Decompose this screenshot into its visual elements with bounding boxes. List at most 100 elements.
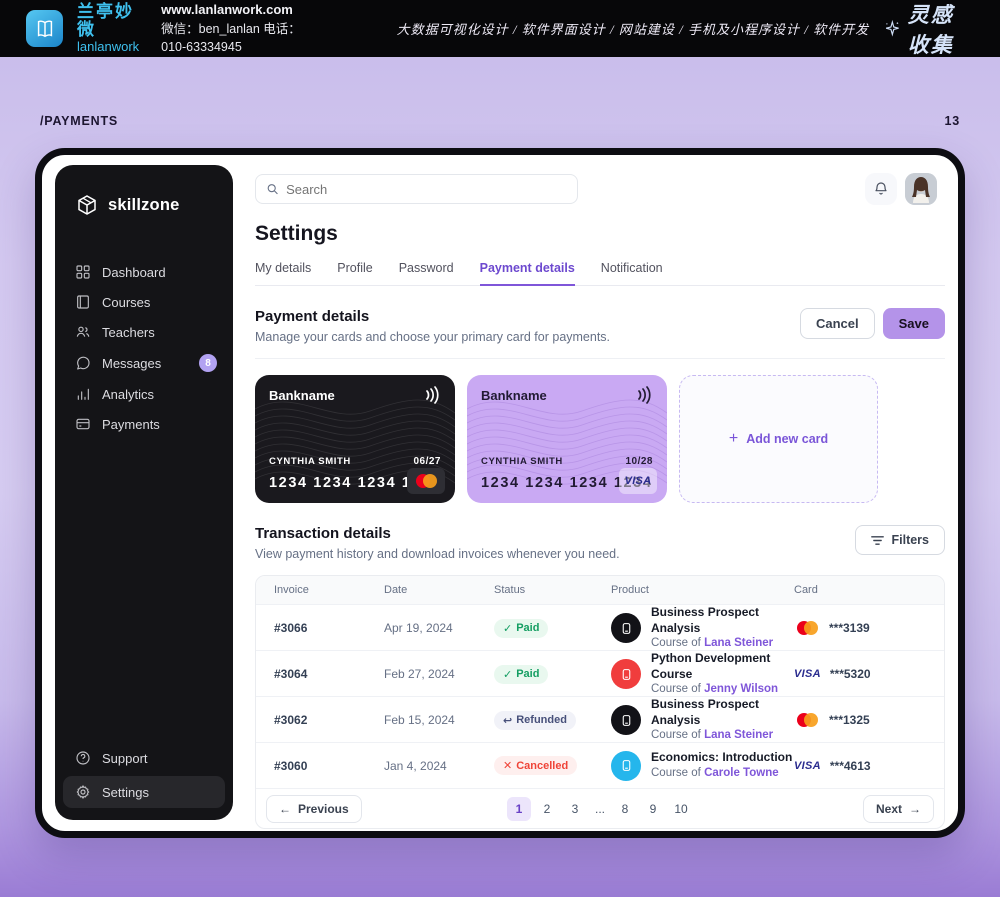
card-number: 1234 1234 1234 1234 (481, 475, 653, 491)
teacher-link[interactable]: Lana Steiner (704, 729, 774, 742)
arrow-right-icon: → (909, 801, 921, 816)
page-number-2[interactable]: 2 (543, 801, 551, 816)
course-book-icon (611, 750, 641, 781)
table-row[interactable]: #3060 Jan 4, 2024 ✕ Cancelled Economics: Int… (256, 742, 944, 788)
book-icon (37, 20, 52, 37)
mastercard-icon (797, 621, 818, 636)
invoice-cell: #3064 (274, 667, 308, 682)
product-course-of: Course of Carole Towne (651, 766, 779, 779)
status-badge: ↩ Refunded (494, 710, 576, 730)
sidebar-item-analytics[interactable]: Analytics (55, 379, 233, 409)
transactions-table: Invoice Date Status Product Card #3066 Apr 19… (255, 575, 945, 829)
sidebar-item-dashboard[interactable]: Dashboard (55, 257, 233, 287)
transaction-details-header: Transaction details View payment history… (255, 525, 945, 561)
tab-password[interactable]: Password (398, 261, 454, 275)
payment-details-title: Payment details (255, 308, 370, 325)
page-number-10[interactable]: 10 (674, 801, 688, 816)
product-name: Economics: Introduction (651, 750, 793, 765)
tab-profile[interactable]: Profile (337, 261, 373, 275)
filters-button[interactable]: Filters (855, 525, 945, 555)
chat-icon (77, 356, 90, 370)
cube-icon (78, 195, 96, 215)
sidebar-item-support[interactable]: Support (63, 742, 225, 774)
table-row[interactable]: #3066 Apr 19, 2024 ✓ Paid Business Prospect … (256, 604, 944, 650)
check-icon: ✓ (503, 668, 513, 681)
table-row[interactable]: #3062 Feb 15, 2024 ↩ Refunded Business Prosp… (256, 696, 944, 742)
sidebar-item-courses[interactable]: Courses (55, 287, 233, 317)
save-button[interactable]: Save (882, 308, 945, 339)
sidebar-item-teachers[interactable]: Teachers (55, 317, 233, 347)
sidebar-item-label: Support (102, 750, 148, 766)
sidebar-item-label: Settings (102, 784, 149, 800)
next-page-button[interactable]: Next → (862, 794, 934, 823)
visa-icon: VISA (624, 475, 652, 487)
product-course-of: Course of Jenny Wilson (651, 683, 779, 696)
card-last-digits: ***4613 (829, 758, 871, 773)
tab-my-details[interactable]: My details (255, 261, 312, 275)
sidebar-item-label: Dashboard (102, 264, 166, 280)
tab-payment-details[interactable]: Payment details (479, 261, 575, 286)
transaction-details-subtitle: View payment history and download invoic… (255, 547, 620, 561)
card-cell: VISA ***4613 (794, 759, 926, 773)
teacher-link[interactable]: Carole Towne (704, 766, 779, 779)
arrow-left-icon: ← (279, 801, 291, 816)
card-cell: ***1325 (794, 712, 926, 728)
page-title: Settings (255, 222, 338, 245)
pagination: ← Previous 1 2 3... 8 9 10 Next → (256, 788, 944, 828)
product-name: Business Prospect Analysis (651, 697, 760, 727)
bank-name: Bankname (481, 388, 547, 403)
tab-notification[interactable]: Notification (600, 261, 663, 275)
sidebar-item-payments[interactable]: Payments (55, 409, 233, 439)
filter-lines-icon (871, 535, 885, 545)
date-cell: Apr 19, 2024 (384, 621, 453, 636)
status-badge: ✕ Cancelled (494, 756, 578, 775)
brand-website: www.lanlanwork.com (161, 1, 293, 17)
settings-tabs: My details Profile Password Payment details… (255, 261, 945, 286)
sidebar-item-label: Payments (102, 416, 160, 432)
status-cell: ✓ Paid (494, 664, 611, 684)
mastercard-icon (416, 474, 437, 488)
add-new-card-button[interactable]: + Add new card (679, 375, 878, 503)
page-number-9[interactable]: 9 (649, 801, 657, 816)
page-number-1[interactable]: 1 (507, 796, 531, 821)
sidebar-item-label: Courses (102, 294, 151, 310)
payment-details-header: Payment details Manage your cards and ch… (255, 308, 945, 344)
teacher-link[interactable]: Lana Steiner (704, 637, 774, 650)
cancel-button[interactable]: Cancel (799, 308, 875, 339)
sidebar-item-messages[interactable]: Messages 8 (55, 347, 233, 379)
table-row[interactable]: #3064 Feb 27, 2024 ✓ Paid Python Development… (256, 650, 944, 696)
return-arrow-icon: ↩ (503, 714, 513, 727)
bars-icon (77, 388, 89, 400)
date-cell: Jan 4, 2024 (384, 758, 447, 773)
page-numbers: 1 2 3... 8 9 10 (507, 796, 693, 821)
search-bar[interactable] (255, 174, 578, 204)
mastercard-icon (797, 713, 818, 728)
sidebar-item-settings[interactable]: Settings (63, 776, 225, 808)
add-card-label: Add new card (746, 432, 829, 446)
invoice-cell: #3060 (274, 758, 308, 773)
product-cell: Economics: Introduction Course of Carole … (611, 750, 794, 781)
app-name: skillzone (108, 195, 180, 214)
course-book-icon (611, 659, 641, 690)
search-input[interactable] (286, 181, 567, 197)
page-number-3[interactable]: 3 (571, 801, 579, 816)
divider (255, 358, 945, 359)
top-banner: 兰亭妙微 lanlanwork www.lanlanwork.com 微信：be… (0, 0, 1000, 57)
topography-pattern (255, 399, 455, 485)
bank-card-2[interactable]: Bankname CYNTHIA SMITH 10/28 1234 1234 1234… (467, 375, 667, 503)
previous-label: Previous (298, 801, 349, 816)
bank-cards-row: Bankname CYNTHIA SMITH 06/27 1234 1234 1234… (255, 375, 945, 503)
product-name: Python Development Course (651, 651, 771, 681)
app-window: skillzone Dashboard Courses Teachers Messag… (35, 148, 965, 838)
page-number-8[interactable]: 8 (621, 801, 629, 816)
contactless-icon (426, 386, 439, 404)
product-name: Business Prospect Analysis (651, 605, 760, 635)
notifications-button[interactable] (865, 173, 897, 205)
product-course-of: Course of Lana Steiner (651, 637, 774, 650)
services-tagline: 大数据可视化设计 / 软件界面设计 / 网站建设 / 手机及小程序设计 / 软件… (396, 22, 870, 37)
previous-page-button[interactable]: ← Previous (266, 794, 362, 823)
bank-card-1[interactable]: Bankname CYNTHIA SMITH 06/27 1234 1234 1234… (255, 375, 455, 503)
teacher-link[interactable]: Jenny Wilson (704, 683, 779, 696)
user-photo (905, 173, 937, 205)
user-avatar[interactable] (905, 173, 937, 205)
